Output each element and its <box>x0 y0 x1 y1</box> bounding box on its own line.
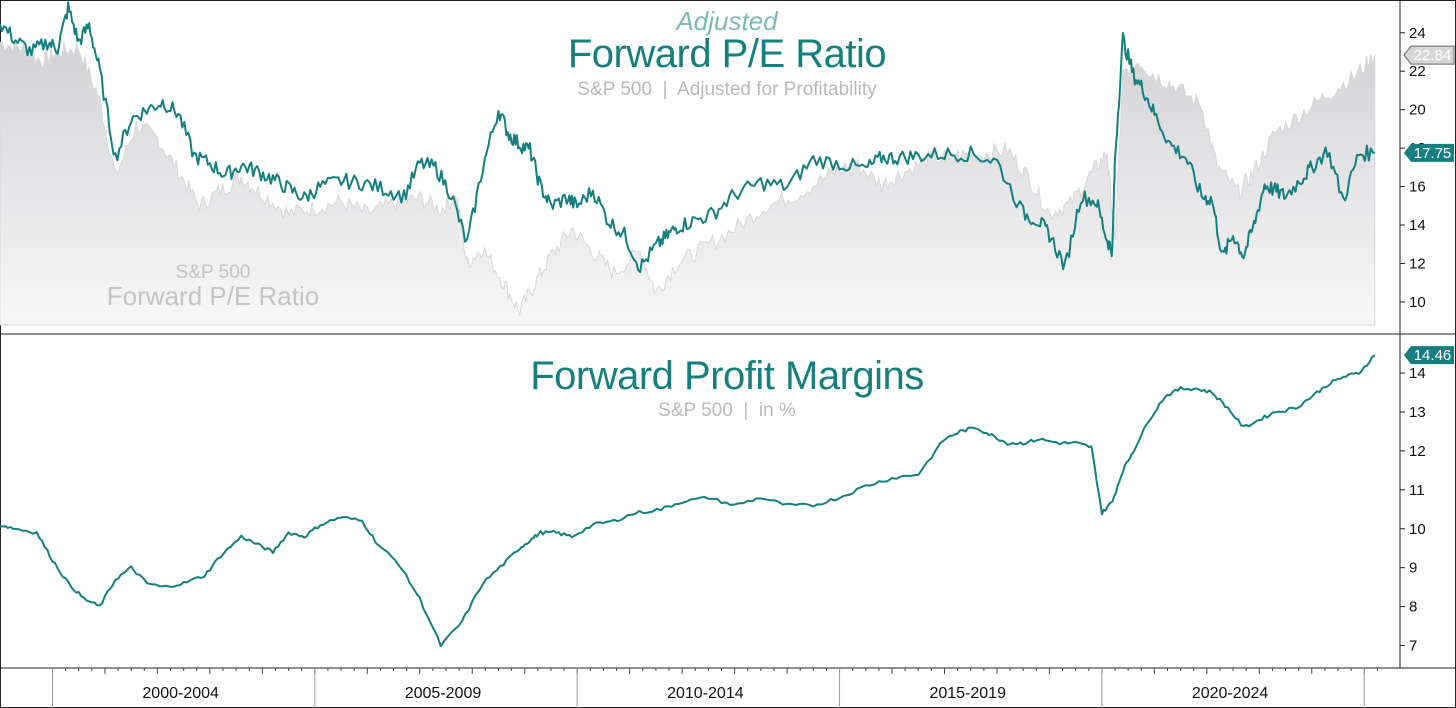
margin-y-tick-label: 7 <box>1409 638 1417 655</box>
x-period-label: 2020-2024 <box>1192 685 1269 702</box>
margin-y-tick-label: 13 <box>1409 404 1426 421</box>
pe-y-tick-label: 10 <box>1409 294 1426 311</box>
adjusted-pe-last-value: 17.75 <box>1414 145 1452 162</box>
pe-y-axis: 1012141618202224 <box>1400 25 1426 311</box>
margin-y-axis: 7 8 9 10 11 12 13 14 <box>1400 365 1426 655</box>
margin-panel: 7 8 9 10 11 12 13 14 14.46 Forward Profit Margi… <box>0 346 1454 655</box>
margin-y-tick-label: 9 <box>1409 560 1417 577</box>
ghost-label-big: Forward P/E Ratio <box>107 281 319 311</box>
x-period-label: 2015-2019 <box>929 685 1006 702</box>
pe-y-tick-label: 14 <box>1409 217 1426 234</box>
pe-y-tick-label: 20 <box>1409 102 1426 119</box>
pe-y-tick-label: 12 <box>1409 255 1426 272</box>
ghost-label-small: S&P 500 <box>176 262 251 283</box>
pe-y-tick-label: 24 <box>1409 25 1426 42</box>
sp500-pe-last-value: 22.84 <box>1414 47 1452 64</box>
margin-y-tick-label: 10 <box>1409 521 1426 538</box>
margin-last-badge: 14.46 <box>1404 346 1454 365</box>
adjusted-pe-last-badge: 17.75 <box>1404 143 1454 162</box>
margin-y-tick-label: 8 <box>1409 599 1417 616</box>
x-period-label: 2005-2009 <box>405 685 482 702</box>
margin-badge-shape <box>1404 346 1454 365</box>
adjusted-pe-badge-shape <box>1404 143 1454 162</box>
margin-y-tick-label: 14 <box>1409 365 1426 382</box>
adjusted-pe-line <box>0 1 1375 274</box>
sp500-pe-area <box>0 37 1376 326</box>
x-period-label: 2010-2014 <box>667 685 744 702</box>
x-axis: 2000-2004 2005-2009 2010-2014 2015-2019 2020… <box>51 668 1378 708</box>
x-period-label: 2000-2004 <box>142 685 219 702</box>
profit-margin-line <box>0 354 1376 648</box>
pe-subtitle: S&P 500 | Adjusted for Profitability <box>577 79 877 100</box>
pe-title-prefix: Adjusted <box>674 6 779 36</box>
pe-y-tick-label: 22 <box>1409 63 1426 80</box>
sp500-pe-badge-shape <box>1403 45 1455 65</box>
margin-y-tick-label: 12 <box>1409 443 1426 460</box>
margin-title: Forward Profit Margins <box>530 354 924 398</box>
margin-y-tick-label: 11 <box>1409 482 1425 499</box>
margin-subtitle: S&P 500 | in % <box>658 400 796 421</box>
sp500-pe-last-badge: 22.84 <box>1403 45 1455 65</box>
margin-last-value: 14.46 <box>1414 347 1452 364</box>
pe-title: Forward P/E Ratio <box>568 32 886 76</box>
pe-y-tick-label: 16 <box>1409 179 1426 196</box>
pe-panel: 1012141618202224 22.84 17.75 Adjusted Fo… <box>0 1 1455 326</box>
